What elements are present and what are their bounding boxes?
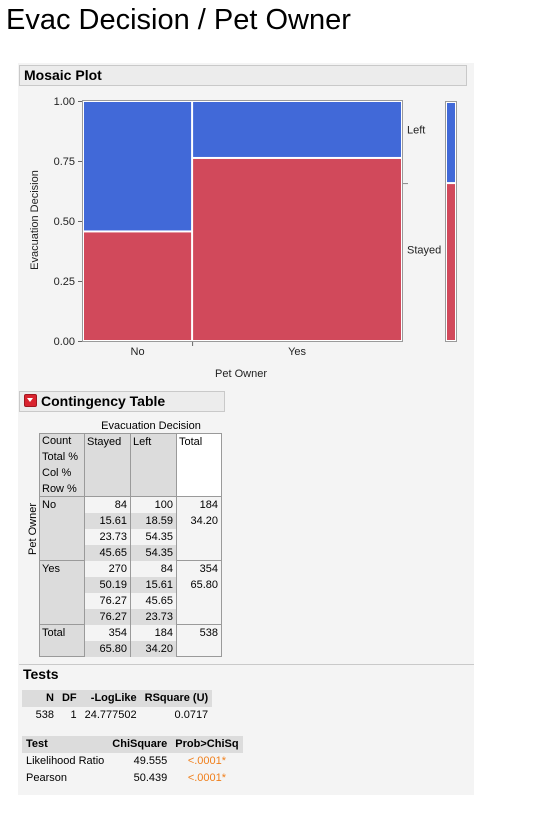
test-name: Likelihood Ratio — [26, 755, 105, 767]
test-row: Pearson 50.439 <.0001* — [22, 770, 243, 787]
x-axis: No Yes — [131, 342, 307, 358]
overall-proportion-bar — [445, 101, 457, 342]
y-tick-label: 1.00 — [54, 96, 75, 108]
summary-header: RSquare (U) — [140, 690, 213, 707]
mosaic-cells — [84, 102, 401, 340]
mosaic-plot-title: Mosaic Plot — [24, 67, 102, 83]
tests-header[interactable]: Tests — [19, 664, 474, 685]
mosaic-cell-no-left[interactable] — [84, 102, 192, 231]
summary-value: 1 — [70, 709, 77, 721]
y-axis-label: Evacuation Decision — [29, 170, 41, 270]
overall-bar-stayed — [447, 184, 455, 340]
y-tick-label: 0.50 — [54, 216, 75, 228]
red-triangle-menu-icon[interactable] — [24, 394, 37, 407]
tests-summary-table: N DF -LogLike RSquare (U) 538 1 24.777502 0.07… — [22, 690, 213, 724]
mosaic-cell-yes-left[interactable] — [193, 102, 401, 157]
test-header: Test — [22, 736, 109, 753]
summary-header: -LogLike — [80, 690, 141, 707]
x-axis-label: Pet Owner — [215, 368, 267, 380]
summary-header: N — [22, 690, 58, 707]
x-tick-label: Yes — [288, 346, 306, 358]
test-header: ChiSquare — [108, 736, 172, 753]
p-value: <.0001* — [187, 755, 227, 767]
y-axis: 1.00 0.75 0.50 0.25 0.00 — [54, 96, 82, 348]
y-tick-label: 0.25 — [54, 276, 75, 288]
test-header: Prob>ChiSq — [171, 736, 243, 753]
test-row: Likelihood Ratio 49.555 <.0001* — [22, 753, 243, 770]
mosaic-plot: 1.00 0.75 0.50 0.25 0.00 Evacuation Decision… — [18, 88, 474, 388]
page-title: Evac Decision / Pet Owner — [6, 4, 351, 36]
contingency-table-title: Contingency Table — [41, 393, 166, 409]
tests-chisquare-table: Test ChiSquare Prob>ChiSq Likelihood Ratio… — [22, 736, 243, 787]
x-tick-label: No — [131, 346, 145, 358]
y-tick-label: 0.75 — [54, 156, 75, 168]
contingency-table-header[interactable]: Contingency Table — [19, 391, 225, 412]
summary-header: DF — [57, 690, 81, 707]
chisquare-value: 50.439 — [133, 772, 168, 784]
mosaic-cell-yes-stayed[interactable] — [193, 158, 401, 340]
tests-title: Tests — [23, 666, 59, 682]
legend-label-stayed: Stayed — [407, 244, 441, 256]
summary-value: 24.777502 — [84, 709, 137, 721]
test-name: Pearson — [26, 772, 67, 784]
overall-bar-left — [447, 103, 455, 183]
mosaic-plot-header[interactable]: Mosaic Plot — [19, 65, 467, 86]
summary-value: 0.0717 — [174, 709, 209, 721]
summary-value: 538 — [35, 709, 54, 721]
y-tick-label: 0.00 — [54, 336, 75, 348]
chisquare-value: 49.555 — [133, 755, 168, 767]
p-value: <.0001* — [187, 772, 227, 784]
legend-label-left: Left — [407, 124, 425, 136]
mosaic-legend: Left Stayed — [403, 124, 441, 256]
mosaic-cell-no-stayed[interactable] — [84, 232, 192, 340]
